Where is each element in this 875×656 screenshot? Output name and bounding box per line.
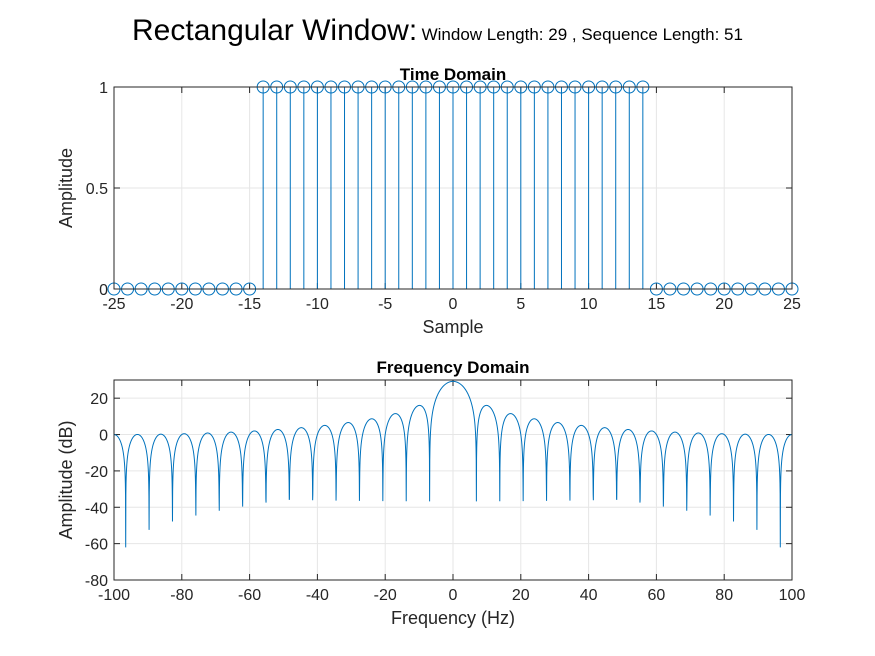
freq-title: Frequency Domain bbox=[376, 358, 529, 377]
time-ylabel: Amplitude bbox=[56, 148, 76, 228]
time-xtick-label: -10 bbox=[306, 296, 329, 313]
freq-xtick-label: -100 bbox=[98, 587, 130, 604]
freq-xtick-label: -20 bbox=[374, 587, 397, 604]
time-xlabel: Sample bbox=[422, 317, 483, 337]
freq-axes-frame bbox=[113, 379, 793, 581]
freq-ytick-label: 20 bbox=[90, 391, 108, 408]
freq-ytick-label: -40 bbox=[85, 500, 108, 517]
freq-xtick-label: 40 bbox=[580, 587, 598, 604]
time-domain-axes: -25 -20 -15 -10 -5 0 5 10 15 20 25 0 0.5 1 Time Domain… bbox=[56, 65, 801, 337]
frequency-domain-axes: -100 -80 -60 -40 -20 0 20 40 60 80 100-80-60-40-20… bbox=[56, 358, 805, 628]
time-xtick-label: 10 bbox=[580, 296, 598, 313]
time-ytick-label: 0.5 bbox=[86, 181, 108, 198]
time-xtick-label: -5 bbox=[378, 296, 392, 313]
time-xtick-label: -20 bbox=[170, 296, 193, 313]
freq-ytick-label: -60 bbox=[85, 537, 108, 554]
freq-xtick-label: -80 bbox=[170, 587, 193, 604]
time-ytick-label: 0 bbox=[99, 282, 108, 299]
freq-ytick-label: -80 bbox=[85, 573, 108, 590]
freq-ylabel: Amplitude (dB) bbox=[56, 420, 76, 539]
freq-xtick-label: 60 bbox=[648, 587, 666, 604]
spectrum-line bbox=[114, 380, 792, 548]
freq-xtick-label: -40 bbox=[306, 587, 329, 604]
time-xtick-label: 25 bbox=[783, 296, 801, 313]
freq-xtick-label: 0 bbox=[449, 587, 458, 604]
time-title: Time Domain bbox=[400, 65, 506, 84]
time-xtick-label: -15 bbox=[238, 296, 261, 313]
time-xtick-label: 5 bbox=[516, 296, 525, 313]
freq-xlabel: Frequency (Hz) bbox=[391, 608, 515, 628]
figure-title: Rectangular Window: Window Length: 29 , … bbox=[0, 14, 875, 48]
time-axes-frame bbox=[113, 86, 793, 290]
freq-ytick-label: 0 bbox=[99, 428, 108, 445]
freq-xtick-label: 80 bbox=[715, 587, 733, 604]
time-xtick-label: 15 bbox=[648, 296, 666, 313]
figure-title-main: Rectangular Window: bbox=[132, 14, 418, 47]
time-xtick-label: -25 bbox=[102, 296, 125, 313]
freq-xtick-label: -60 bbox=[238, 587, 261, 604]
time-ytick-label: 1 bbox=[99, 80, 108, 97]
freq-xtick-label: 100 bbox=[779, 587, 806, 604]
freq-xtick-label: 20 bbox=[512, 587, 530, 604]
time-xtick-label: 20 bbox=[715, 296, 733, 313]
freq-ytick-label: -20 bbox=[85, 464, 108, 481]
figure-title-sub: Window Length: 29 , Sequence Length: 51 bbox=[421, 25, 743, 44]
time-xtick-label: 0 bbox=[449, 296, 458, 313]
